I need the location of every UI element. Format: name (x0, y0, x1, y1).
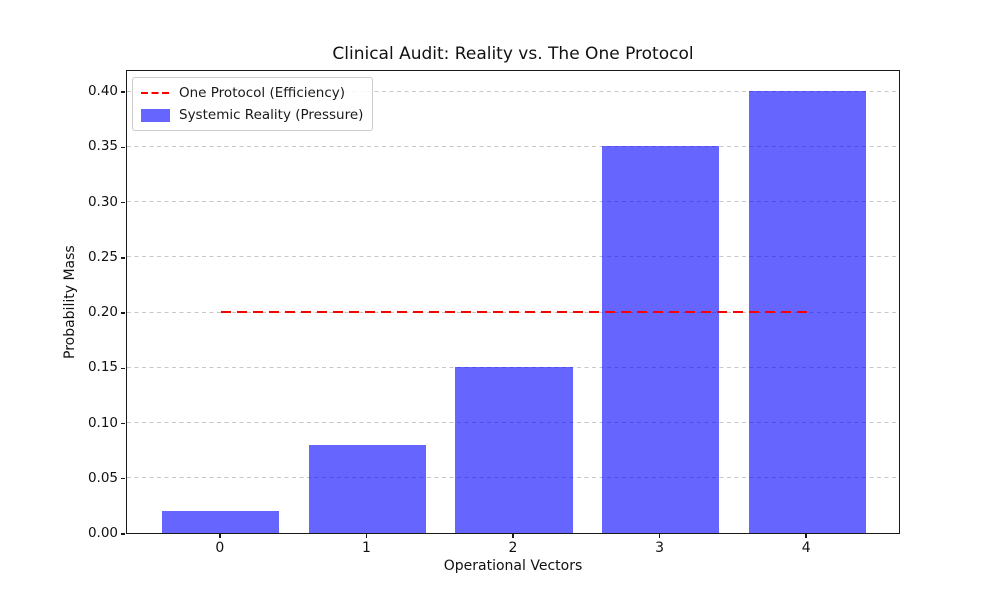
bar (162, 510, 280, 533)
legend: One Protocol (Efficiency) Systemic Reali… (132, 77, 374, 131)
x-tick-mark (512, 534, 514, 538)
y-tick-mark (121, 146, 125, 149)
x-axis-title: Operational Vectors (443, 558, 583, 574)
x-tick-label: 3 (655, 540, 665, 556)
bar (601, 146, 720, 533)
bar-swatch-icon (141, 108, 170, 122)
y-tick-mark (121, 91, 125, 93)
gridline (127, 145, 899, 147)
y-tick-label: 0.10 (87, 414, 118, 431)
y-tick-label: 0.30 (87, 193, 118, 210)
legend-label: One Protocol (Efficiency) (179, 85, 346, 101)
y-axis-title: Probability Mass (62, 245, 78, 359)
y-tick-mark (121, 312, 125, 314)
legend-label: Systemic Reality (Pressure) (179, 107, 364, 123)
x-tick-mark (805, 534, 807, 538)
y-tick-label: 0.00 (87, 525, 118, 541)
dashed-line-icon (141, 91, 170, 95)
bar (308, 444, 427, 533)
x-tick-mark (658, 534, 661, 538)
legend-entry-systemic-reality: Systemic Reality (Pressure) (141, 107, 363, 123)
gridline (127, 256, 899, 258)
x-tick-label: 0 (215, 540, 225, 556)
x-tick-label: 2 (508, 540, 518, 556)
y-tick-mark (121, 478, 125, 480)
plot-area: One Protocol (Efficiency) Systemic Reali… (126, 70, 900, 534)
chart-title: Clinical Audit: Reality vs. The One Prot… (332, 44, 694, 64)
x-tick-mark (219, 534, 221, 538)
y-tick-label: 0.40 (87, 83, 118, 100)
x-tick-mark (365, 534, 368, 538)
reference-line (220, 310, 808, 314)
y-tick-mark (121, 367, 125, 369)
y-tick-label: 0.35 (87, 138, 118, 155)
gridline (127, 90, 899, 92)
gridline (127, 201, 899, 203)
y-tick-label: 0.05 (87, 469, 118, 486)
bar (455, 367, 573, 533)
y-tick-mark (121, 201, 125, 204)
legend-entry-one-protocol: One Protocol (Efficiency) (141, 85, 363, 101)
y-tick-mark (121, 533, 125, 535)
y-tick-label: 0.20 (87, 304, 118, 321)
y-tick-mark (121, 422, 125, 425)
y-tick-label: 0.25 (87, 248, 118, 265)
y-tick-label: 0.15 (87, 359, 118, 376)
x-tick-label: 4 (801, 540, 811, 556)
y-tick-mark (121, 257, 125, 259)
x-tick-label: 1 (361, 540, 371, 556)
